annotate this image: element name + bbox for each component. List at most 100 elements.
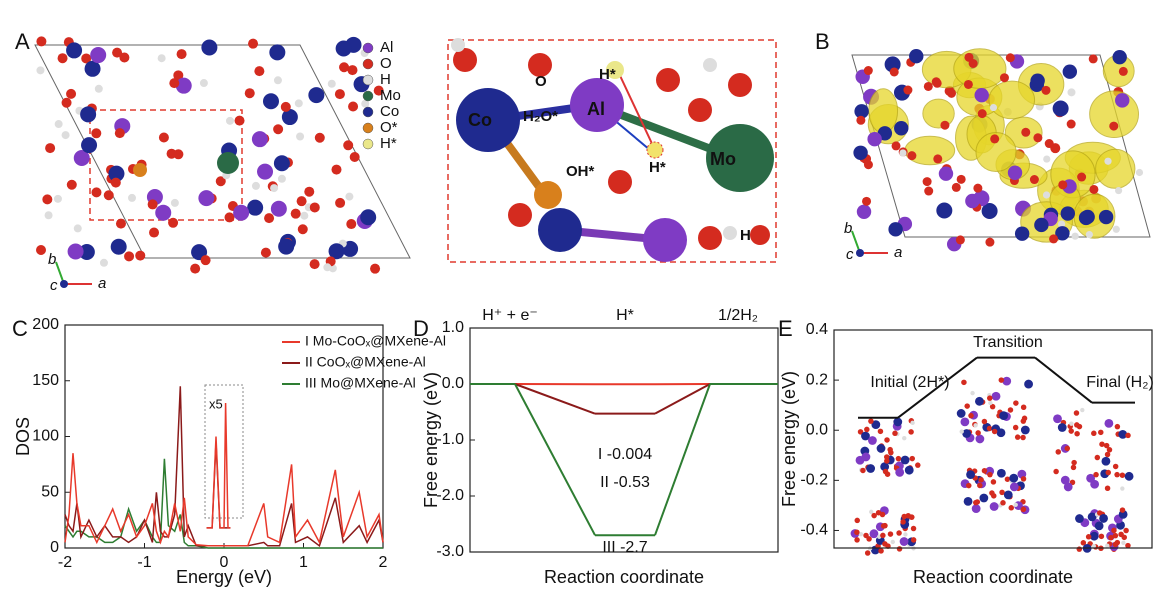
atom-h	[723, 226, 737, 240]
atom	[1115, 93, 1130, 108]
atom	[882, 541, 888, 547]
atom	[960, 417, 970, 427]
atom	[903, 85, 913, 95]
atom	[1111, 527, 1117, 534]
atom	[1024, 379, 1033, 389]
category-label: 1/2H₂	[718, 307, 758, 324]
category-label: Initial (2H*)	[870, 374, 949, 391]
atom	[254, 66, 265, 77]
legend-marker	[362, 122, 374, 134]
atom	[349, 152, 360, 163]
atom	[296, 132, 305, 141]
atom	[991, 428, 998, 435]
zoom-frame	[447, 39, 777, 263]
atom	[1125, 542, 1131, 549]
panel-letter: D	[413, 316, 429, 341]
atom	[53, 194, 62, 203]
atom	[1119, 507, 1126, 513]
atom	[103, 190, 114, 201]
atom	[66, 42, 83, 59]
atom	[1089, 184, 1099, 194]
atom	[858, 531, 864, 537]
x-tick-label: 0	[220, 554, 229, 571]
atom	[890, 539, 895, 545]
atom	[1124, 471, 1134, 481]
atom	[199, 79, 208, 88]
atom	[910, 537, 917, 543]
atom	[114, 128, 125, 139]
atom	[345, 192, 354, 201]
atom	[348, 101, 359, 112]
atom	[971, 504, 981, 514]
atom	[309, 202, 320, 213]
atom	[936, 202, 953, 219]
atom	[99, 258, 108, 267]
axis-origin	[856, 249, 864, 257]
atom	[975, 396, 984, 406]
atom-o	[528, 53, 552, 77]
atom	[1104, 485, 1111, 492]
atom	[895, 467, 905, 477]
atom	[891, 141, 901, 151]
atom	[200, 255, 211, 266]
atom	[996, 468, 1006, 478]
atom	[157, 54, 166, 63]
y-tick-label: 50	[41, 483, 59, 500]
atom	[119, 52, 130, 63]
atom	[1099, 514, 1108, 523]
connector	[654, 383, 711, 536]
atom	[1014, 434, 1021, 440]
atom	[94, 84, 103, 93]
atom	[896, 546, 903, 552]
atom	[908, 429, 914, 435]
atom	[73, 224, 82, 233]
atom	[168, 217, 179, 228]
atom	[1076, 546, 1083, 552]
atom	[1062, 64, 1078, 79]
atom	[370, 263, 381, 274]
atom	[892, 430, 898, 437]
axis-letter: b	[48, 251, 56, 268]
atom	[1067, 88, 1076, 97]
atom	[965, 193, 980, 209]
atom	[294, 99, 303, 108]
dos-line	[64, 453, 384, 547]
y-tick-label: 0.0	[806, 421, 828, 438]
y-tick-label: -2.0	[436, 487, 464, 504]
y-axis-label: Free energy (eV)	[421, 372, 441, 508]
atom	[1074, 422, 1080, 428]
atom	[347, 65, 358, 76]
atom	[882, 522, 888, 529]
atom	[66, 179, 77, 190]
atom	[1071, 459, 1077, 466]
atom	[884, 437, 890, 443]
atom-label: H	[740, 227, 751, 244]
atom	[1004, 476, 1011, 482]
legend-marker	[362, 42, 374, 54]
legend-label: Mo	[380, 87, 401, 104]
atom	[173, 70, 184, 81]
atom-label: H*	[649, 159, 666, 176]
legend-label: Co	[380, 103, 399, 120]
atom	[1043, 155, 1051, 163]
atom	[964, 403, 970, 409]
atom	[1060, 206, 1075, 221]
y-tick-label: -1.0	[436, 431, 464, 448]
y-tick-label: 100	[32, 428, 59, 445]
atom	[856, 204, 872, 219]
axis-letter: c	[50, 277, 58, 294]
atom	[61, 97, 72, 108]
atom	[856, 115, 866, 125]
y-tick-label: 200	[32, 316, 59, 333]
atom	[339, 62, 350, 73]
inset-label: x5	[209, 396, 223, 411]
atom	[234, 115, 245, 126]
atom	[1069, 421, 1074, 426]
atom	[198, 190, 215, 207]
atom	[1104, 418, 1114, 428]
atom	[331, 164, 342, 175]
atom	[308, 87, 325, 104]
atom	[996, 428, 1006, 438]
atom	[1075, 514, 1084, 523]
y-axis-label: Free energy (eV)	[779, 371, 799, 507]
